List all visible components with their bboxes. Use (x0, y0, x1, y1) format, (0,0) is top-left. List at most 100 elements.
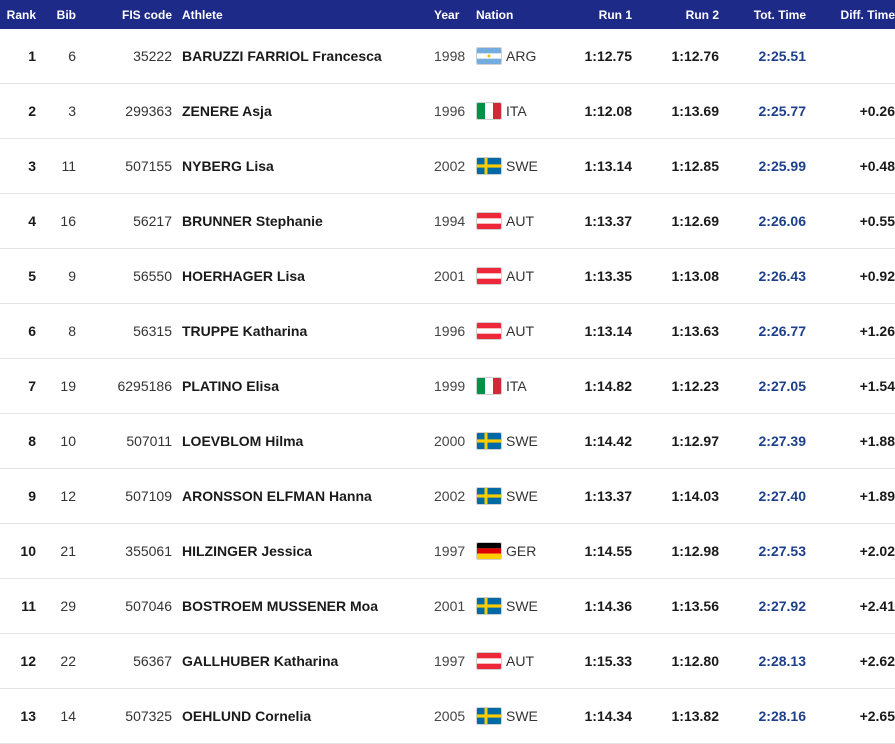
run2-time-cell: 1:14.03 (671, 488, 719, 504)
birth-year-cell: 1997 (434, 653, 466, 669)
bib-cell: 11 (61, 158, 76, 174)
birth-year-cell: 2001 (434, 598, 466, 614)
rank-cell: 4 (28, 213, 36, 229)
table-row[interactable]: 2 3 299363 ZENERE Asja 1996 ITA 1:12.08 1:13.69… (0, 84, 895, 139)
run1-time-cell: 1:13.37 (584, 213, 632, 229)
birth-year-cell: 2001 (434, 268, 466, 284)
fis-code-cell: 56315 (133, 323, 172, 339)
nation-cell: SWE (476, 157, 558, 175)
nation-code: ARG (506, 48, 537, 64)
athlete-name-link[interactable]: TRUPPE Katharina (182, 323, 308, 339)
athlete-name-link[interactable]: GALLHUBER Katharina (182, 653, 339, 669)
rank-cell: 7 (28, 378, 36, 394)
athlete-name-link[interactable]: ZENERE Asja (182, 103, 272, 119)
athlete-name-link[interactable]: NYBERG Lisa (182, 158, 274, 174)
table-row[interactable]: 13 14 507325 OEHLUND Cornelia 2005 SWE 1:14.34… (0, 689, 895, 744)
bib-cell: 8 (68, 323, 76, 339)
table-row[interactable]: 8 10 507011 LOEVBLOM Hilma 2000 SWE 1:14.42 1:1… (0, 414, 895, 469)
total-time-cell: 2:26.77 (758, 323, 806, 339)
table-row[interactable]: 9 12 507109 ARONSSON ELFMAN Hanna 2002 SWE 1:1… (0, 469, 895, 524)
bib-cell: 29 (60, 598, 76, 614)
header-run1[interactable]: Run 1 (598, 7, 632, 22)
athlete-name-link[interactable]: HILZINGER Jessica (182, 543, 312, 559)
header-bib[interactable]: Bib (56, 7, 76, 22)
nation-cell: ITA (476, 102, 558, 120)
run1-time-cell: 1:13.37 (584, 488, 632, 504)
table-row[interactable]: 4 16 56217 BRUNNER Stephanie 1994 AUT 1:13.37 1… (0, 194, 895, 249)
header-total-time[interactable]: Tot. Time (753, 7, 806, 22)
bib-cell: 21 (60, 543, 76, 559)
fis-code-cell: 299363 (125, 103, 172, 119)
run1-time-cell: 1:12.75 (584, 48, 632, 64)
fis-code-cell: 507109 (125, 488, 172, 504)
total-time-cell: 2:26.43 (758, 268, 806, 284)
header-year[interactable]: Year (434, 7, 460, 22)
diff-time-cell: +1.26 (859, 323, 895, 339)
rank-cell: 8 (28, 433, 36, 449)
table-row[interactable]: 3 11 507155 NYBERG Lisa 2002 SWE 1:13.14 1:12.8… (0, 139, 895, 194)
athlete-name-link[interactable]: BARUZZI FARRIOL Francesca (182, 48, 382, 64)
rank-cell: 11 (21, 598, 36, 614)
run1-time-cell: 1:14.36 (584, 598, 632, 614)
table-row[interactable]: 7 19 6295186 PLATINO Elisa 1999 ITA 1:14.82 1:1… (0, 359, 895, 414)
table-row[interactable]: 10 21 355061 HILZINGER Jessica 1997 GER 1:14.5… (0, 524, 895, 579)
header-run2[interactable]: Run 2 (685, 7, 719, 22)
run2-time-cell: 1:13.63 (671, 323, 719, 339)
run2-time-cell: 1:12.85 (671, 158, 719, 174)
diff-time-cell: +2.02 (859, 543, 895, 559)
header-fis-code[interactable]: FIS code (121, 7, 172, 22)
rank-cell: 2 (28, 103, 36, 119)
diff-time-cell: +0.92 (859, 268, 895, 284)
run1-time-cell: 1:14.34 (584, 708, 632, 724)
athlete-name-link[interactable]: ARONSSON ELFMAN Hanna (182, 488, 372, 504)
total-time-cell: 2:25.99 (758, 158, 806, 174)
header-rank[interactable]: Rank (6, 7, 36, 22)
birth-year-cell: 2005 (434, 708, 466, 724)
athlete-name-link[interactable]: PLATINO Elisa (182, 378, 279, 394)
rank-cell: 5 (28, 268, 36, 284)
header-athlete[interactable]: Athlete (182, 7, 223, 22)
table-row[interactable]: 5 9 56550 HOERHAGER Lisa 2001 AUT 1:13.35 1:13.… (0, 249, 895, 304)
diff-time-cell: +1.88 (859, 433, 895, 449)
nation-cell: SWE (476, 707, 558, 725)
nation-cell: GER (476, 542, 558, 560)
run2-time-cell: 1:12.69 (671, 213, 719, 229)
total-time-cell: 2:26.06 (758, 213, 806, 229)
athlete-name-link[interactable]: BOSTROEM MUSSENER Moa (182, 598, 379, 614)
birth-year-cell: 1998 (434, 48, 466, 64)
athlete-name-link[interactable]: BRUNNER Stephanie (182, 213, 323, 229)
total-time-cell: 2:27.05 (758, 378, 806, 394)
birth-year-cell: 1996 (434, 103, 466, 119)
total-time-cell: 2:27.53 (758, 543, 806, 559)
aut-flag-icon (476, 322, 502, 340)
diff-time-cell: +1.89 (859, 488, 895, 504)
athlete-name-link[interactable]: LOEVBLOM Hilma (182, 433, 304, 449)
birth-year-cell: 2002 (434, 158, 466, 174)
header-diff-time[interactable]: Diff. Time (840, 7, 895, 22)
header-nation[interactable]: Nation (476, 7, 514, 22)
total-time-cell: 2:25.51 (758, 48, 806, 64)
nation-cell: AUT (476, 267, 558, 285)
nation-code: SWE (506, 708, 538, 724)
fis-code-cell: 56550 (133, 268, 172, 284)
fis-code-cell: 507046 (125, 598, 172, 614)
rank-cell: 12 (20, 653, 36, 669)
run1-time-cell: 1:13.35 (584, 268, 632, 284)
swe-flag-icon (476, 597, 502, 615)
diff-time-cell: +0.26 (859, 103, 895, 119)
table-row[interactable]: 6 8 56315 TRUPPE Katharina 1996 AUT 1:13.14 1:1… (0, 304, 895, 359)
birth-year-cell: 2000 (434, 433, 466, 449)
run2-time-cell: 1:12.76 (671, 48, 719, 64)
table-body: 1 6 35222 BARUZZI FARRIOL Francesca 1998 ARG 1… (0, 29, 895, 744)
ita-flag-icon (476, 377, 502, 395)
total-time-cell: 2:27.39 (758, 433, 806, 449)
table-row[interactable]: 12 22 56367 GALLHUBER Katharina 1997 AUT 1:15.… (0, 634, 895, 689)
table-row[interactable]: 11 29 507046 BOSTROEM MUSSENER Moa 2001 SWE 1:… (0, 579, 895, 634)
diff-time-cell: +0.48 (859, 158, 895, 174)
bib-cell: 19 (60, 378, 76, 394)
run2-time-cell: 1:12.23 (671, 378, 719, 394)
athlete-name-link[interactable]: HOERHAGER Lisa (182, 268, 305, 284)
athlete-name-link[interactable]: OEHLUND Cornelia (182, 708, 312, 724)
run2-time-cell: 1:13.56 (671, 598, 719, 614)
table-row[interactable]: 1 6 35222 BARUZZI FARRIOL Francesca 1998 ARG 1… (0, 29, 895, 84)
